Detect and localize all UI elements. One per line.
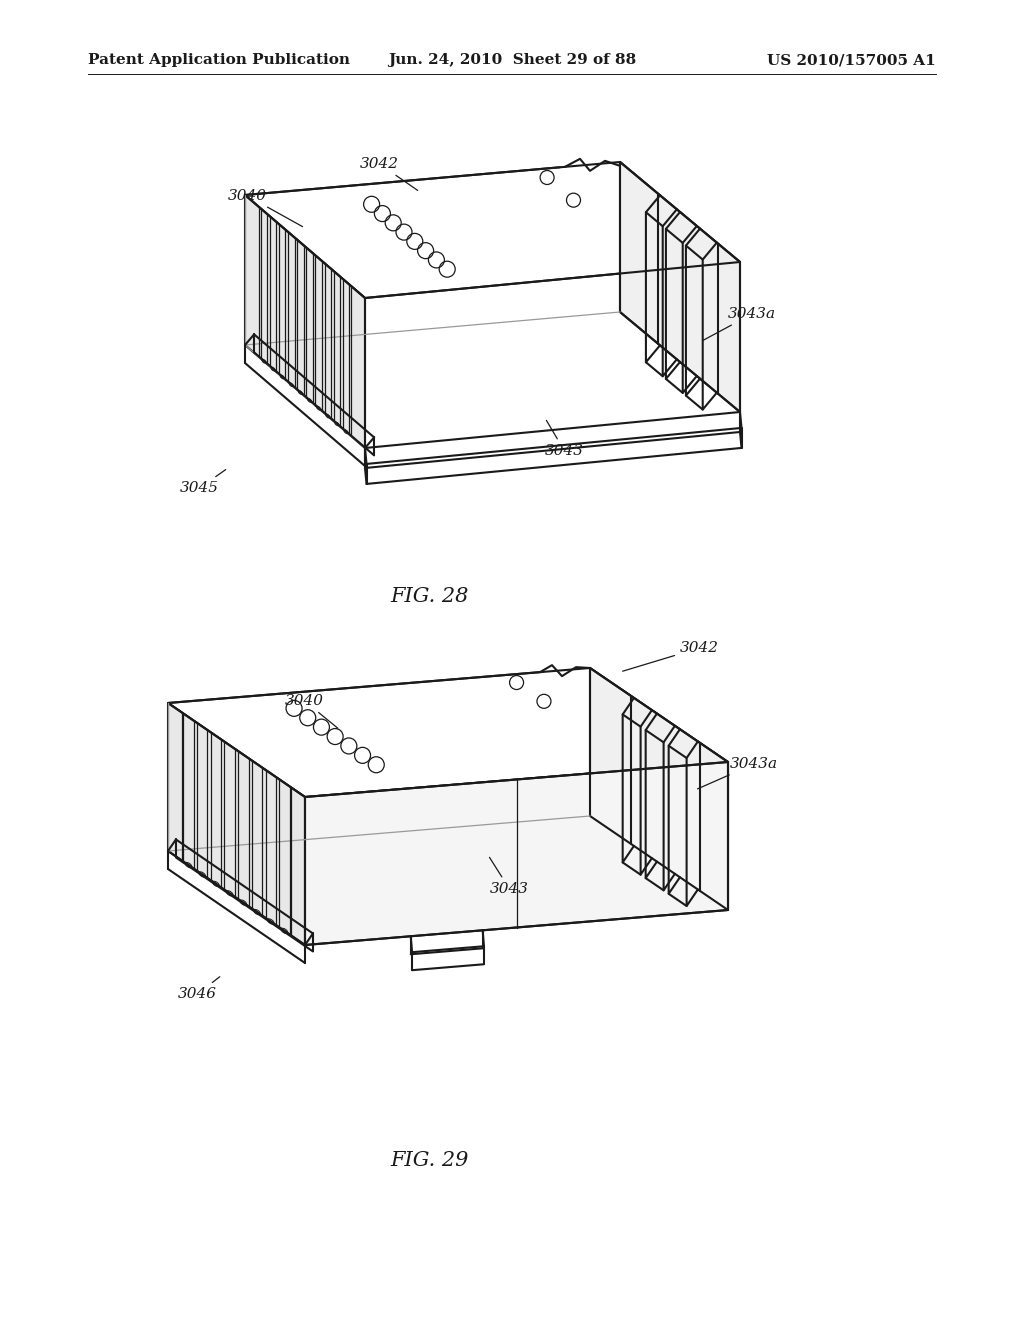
Text: US 2010/157005 A1: US 2010/157005 A1	[767, 53, 936, 67]
Polygon shape	[245, 195, 365, 447]
Text: 3043: 3043	[489, 858, 529, 896]
Text: Patent Application Publication: Patent Application Publication	[88, 53, 350, 67]
Text: FIG. 29: FIG. 29	[391, 1151, 469, 1170]
Text: 3043a: 3043a	[702, 308, 776, 341]
Text: FIG. 28: FIG. 28	[391, 586, 469, 606]
Text: 3040: 3040	[285, 694, 338, 729]
Text: 3046: 3046	[178, 977, 220, 1001]
Polygon shape	[245, 162, 740, 298]
Text: 3042: 3042	[623, 642, 719, 671]
Text: 3042: 3042	[360, 157, 418, 190]
Polygon shape	[305, 762, 728, 945]
Text: 3043a: 3043a	[697, 756, 778, 789]
Polygon shape	[620, 162, 740, 412]
Polygon shape	[168, 704, 305, 945]
Polygon shape	[590, 668, 728, 909]
Text: 3043: 3043	[545, 420, 584, 458]
Text: Jun. 24, 2010  Sheet 29 of 88: Jun. 24, 2010 Sheet 29 of 88	[388, 53, 636, 67]
Polygon shape	[168, 668, 728, 797]
Text: 3045: 3045	[180, 470, 225, 495]
Text: 3040: 3040	[228, 189, 302, 227]
